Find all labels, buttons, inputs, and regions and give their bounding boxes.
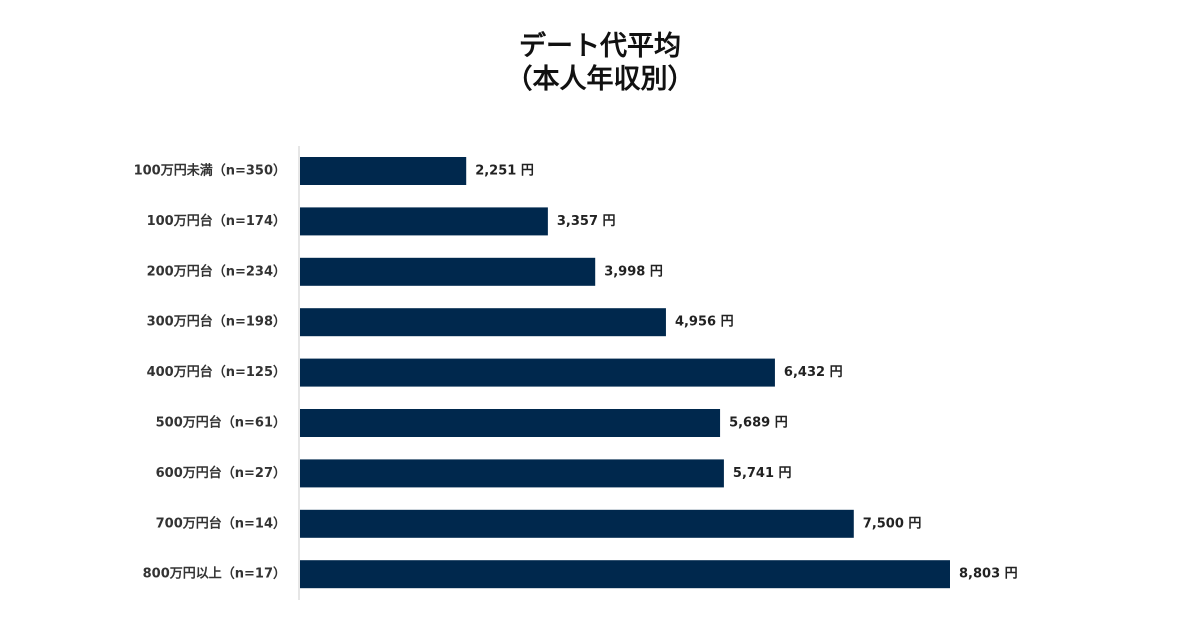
value-label: 5,741 円: [733, 466, 792, 481]
bar: [300, 459, 724, 488]
category-label: 400万円台（n=125）: [147, 364, 286, 380]
category-label: 700万円台（n=14）: [156, 515, 286, 531]
category-label: 600万円台（n=27）: [156, 465, 286, 481]
bar: [300, 157, 467, 185]
bar: [300, 257, 596, 286]
value-label: 6,432 円: [784, 365, 843, 380]
chart-title: デート代平均 （本人年収別）: [0, 30, 1200, 96]
bar: [300, 308, 666, 337]
value-label: 3,998 円: [604, 264, 663, 279]
bar: [300, 358, 775, 387]
bars-layer: 100万円未満（n=350） 2,251 円 100万円台（n=174） 3,357 …: [134, 157, 1018, 589]
value-label: 2,251 円: [475, 164, 534, 179]
category-label: 100万円未満（n=350）: [134, 163, 286, 179]
bar: [300, 560, 950, 589]
value-label: 7,500 円: [863, 516, 922, 531]
bar: [300, 509, 854, 538]
bar: [300, 207, 548, 236]
category-label: 200万円台（n=234）: [147, 263, 286, 279]
value-label: 5,689 円: [729, 416, 788, 431]
category-label: 500万円台（n=61）: [156, 415, 286, 431]
value-label: 4,956 円: [675, 315, 734, 330]
category-label: 100万円台（n=174）: [147, 213, 286, 229]
value-label: 8,803 円: [959, 567, 1018, 582]
category-label: 300万円台（n=198）: [147, 314, 286, 330]
chart-title-line-1: デート代平均: [519, 31, 681, 62]
chart-title-line-2: （本人年収別）: [505, 64, 695, 95]
bar: [300, 409, 721, 437]
category-label: 800万円以上（n=17）: [143, 566, 286, 582]
value-label: 3,357 円: [557, 214, 616, 229]
